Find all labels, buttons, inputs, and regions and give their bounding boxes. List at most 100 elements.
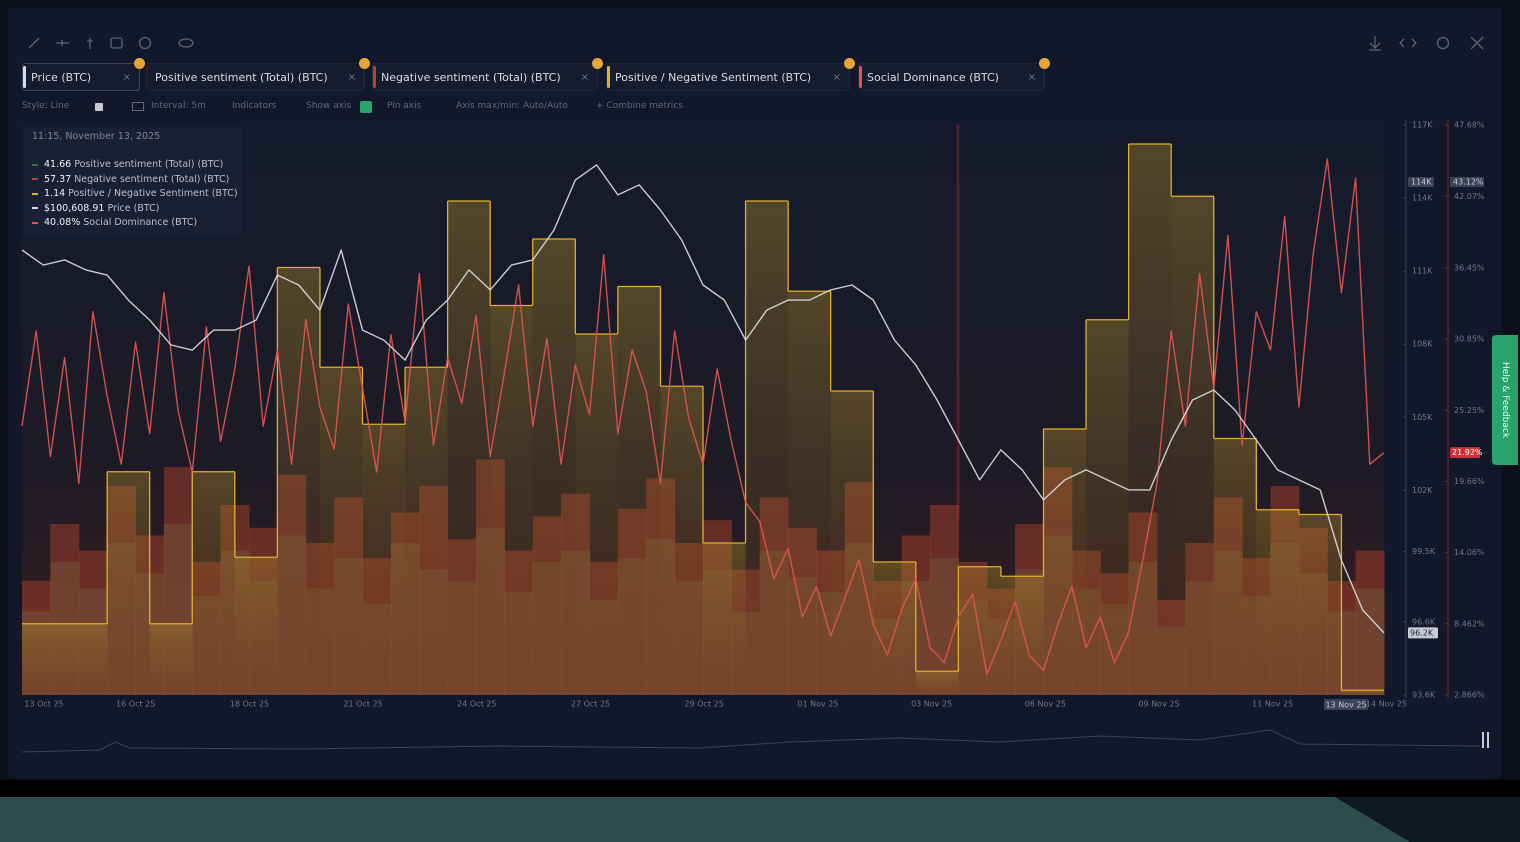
step-fill: [107, 471, 150, 695]
step-fill: [1128, 144, 1172, 695]
crosshair-percent: 43.12%: [1453, 178, 1484, 187]
icon-hline[interactable]: [56, 40, 69, 46]
step-fill: [660, 386, 703, 695]
icon-note[interactable]: [110, 37, 123, 49]
tab-color: [373, 66, 376, 88]
step-fill: [1341, 690, 1384, 695]
tooltip: 11:15, November 13, 2025 41.66 Positive s…: [22, 127, 242, 235]
metric-tab[interactable]: Positive sentiment (Total) (BTC) ×: [146, 58, 370, 91]
icon-fullscreen[interactable]: [1470, 36, 1484, 50]
tooltip-row: 1.14 Positive / Negative Sentiment (BTC): [32, 187, 238, 201]
navigator-handle[interactable]: [1482, 732, 1484, 748]
x-tick-label: 01 Nov 25: [797, 700, 838, 709]
last-value-badge: [1408, 627, 1438, 639]
price-tick-label: 114K: [1412, 194, 1433, 203]
icon-eye[interactable]: [178, 38, 194, 48]
tooltip-row: 40.08% Social Dominance (BTC): [32, 216, 197, 230]
crosshair-badge: [1324, 699, 1368, 710]
icon-line[interactable]: [28, 37, 40, 49]
tooltip-swatch: [32, 221, 38, 224]
tab-badge: [134, 58, 145, 69]
price-tick-label: 108K: [1412, 340, 1433, 349]
help-label[interactable]: Help & Feedback: [1500, 361, 1510, 439]
tab-badge: [844, 58, 855, 69]
step-fill: [22, 623, 65, 695]
tooltip-name: Price (BTC): [107, 202, 160, 214]
color-swatch[interactable]: [95, 103, 103, 111]
last-value-label: 21.92%: [1452, 448, 1483, 457]
pin-axis-setting[interactable]: Pin axis: [387, 101, 422, 111]
x-tick-label: 18 Oct 25: [230, 700, 269, 709]
tooltip-row: 57.37 Negative sentiment (Total) (BTC): [32, 173, 229, 187]
step-fill: [149, 623, 193, 695]
step-fill: [277, 267, 320, 695]
metric-tab[interactable]: Price (BTC) ×: [22, 58, 145, 91]
interval-setting[interactable]: Interval: 5m: [151, 101, 206, 111]
tooltip-name: Social Dominance (BTC): [83, 217, 198, 229]
percent-tick-label: 42.07%: [1454, 192, 1485, 201]
price-tick-label: 96.6K: [1412, 617, 1436, 626]
tooltip-value: 1.14: [44, 188, 66, 200]
x-tick-label: 14 Nov 25: [1366, 700, 1407, 709]
footer-shape: [1335, 797, 1520, 842]
tab-label: Positive / Negative Sentiment (BTC): [615, 71, 812, 84]
icon-settings[interactable]: [1436, 36, 1450, 50]
tab-close[interactable]: ×: [1027, 72, 1036, 83]
percent-tick-label: 36.45%: [1454, 263, 1485, 272]
tab-label: Negative sentiment (Total) (BTC): [381, 71, 561, 84]
sentiment-bar: [1355, 550, 1385, 695]
step-fill: [1171, 196, 1214, 695]
step-fill: [1000, 576, 1044, 695]
x-tick-label: 11 Nov 25: [1252, 700, 1293, 709]
tab-close[interactable]: ×: [832, 72, 841, 83]
percent-tick-label: 47.68%: [1454, 121, 1485, 130]
tab-close[interactable]: ×: [347, 72, 356, 83]
show-axis-setting[interactable]: Show axis: [306, 101, 352, 111]
tab-color: [23, 66, 26, 88]
tooltip-row: $100,608.91 Price (BTC): [32, 202, 159, 216]
x-tick-label: 16 Oct 25: [116, 700, 155, 709]
metric-tab[interactable]: Positive / Negative Sentiment (BTC) ×: [606, 58, 855, 91]
icon-download[interactable]: [1369, 36, 1381, 51]
tab-close[interactable]: ×: [580, 72, 589, 83]
step-fill: [234, 557, 278, 695]
tab-close[interactable]: ×: [122, 72, 131, 83]
tooltip-swatch: [32, 192, 38, 195]
tooltip-value: 57.37: [44, 173, 72, 185]
price-tick-label: 117K: [1412, 121, 1433, 130]
step-fill: [447, 201, 491, 695]
checkbox[interactable]: [360, 101, 372, 113]
step-fill: [405, 367, 448, 695]
page-footer: [0, 797, 1520, 842]
tooltip-row: 41.66 Positive sentiment (Total) (BTC): [32, 158, 223, 172]
x-tick-label: 03 Nov 25: [911, 700, 952, 709]
x-tick-label: 24 Oct 25: [457, 700, 496, 709]
navigator-handle[interactable]: [1487, 732, 1489, 748]
last-value-label: 96.2K: [1410, 628, 1434, 637]
percent-tick-label: 8.462%: [1454, 619, 1485, 628]
icon-emoji[interactable]: [138, 36, 152, 50]
step-fill: [745, 201, 789, 695]
x-tick-label: 27 Oct 25: [571, 700, 610, 709]
icon-embed[interactable]: [1399, 38, 1417, 48]
combine-metrics[interactable]: + Combine metrics: [596, 101, 683, 111]
indicators-setting[interactable]: Indicators: [232, 101, 277, 111]
step-fill: [319, 367, 363, 695]
x-tick-label: 29 Oct 25: [685, 700, 724, 709]
step-fill: [617, 286, 661, 695]
price-tick-label: 99.5K: [1412, 547, 1436, 556]
metric-tab[interactable]: Social Dominance (BTC) ×: [858, 58, 1050, 91]
axis-range-setting[interactable]: Axis max/min: Auto/Auto: [456, 101, 568, 111]
tooltip-name: Negative sentiment (Total) (BTC): [74, 173, 230, 185]
icon-vline[interactable]: [87, 38, 93, 49]
step-fill: [703, 543, 746, 695]
metric-tab[interactable]: Negative sentiment (Total) (BTC) ×: [372, 58, 603, 91]
style-setting[interactable]: Style: Line: [22, 101, 70, 111]
step-fill: [915, 671, 959, 695]
help-button[interactable]: Help & Feedback: [1492, 335, 1518, 465]
tooltip-swatch: [32, 163, 38, 166]
tooltip-swatch: [32, 178, 38, 181]
price-tick-label: 102K: [1412, 486, 1433, 495]
step-fill: [830, 391, 874, 695]
